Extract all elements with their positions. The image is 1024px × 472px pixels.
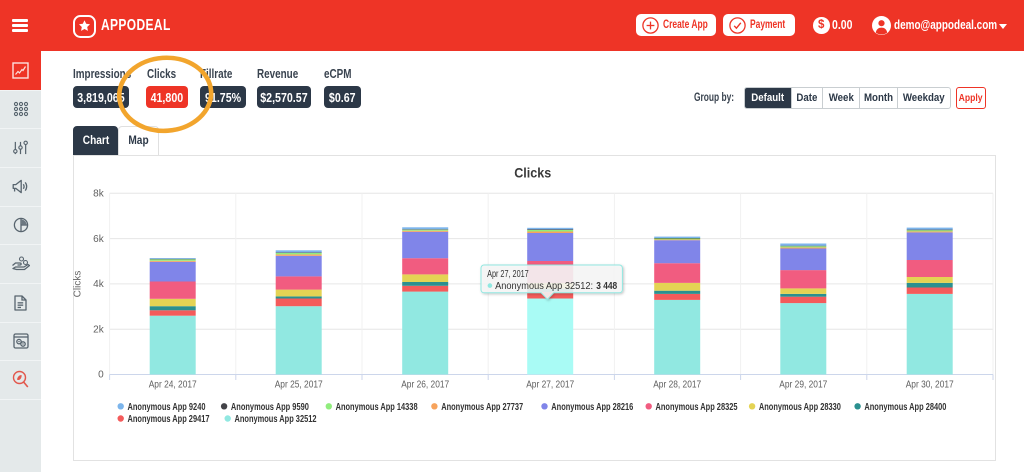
svg-text:Anonymous App 9590: Anonymous App 9590 <box>231 402 309 413</box>
svg-text:Apr 25, 2017: Apr 25, 2017 <box>275 380 323 391</box>
svg-text:4k: 4k <box>93 279 105 290</box>
svg-text:Anonymous App 28330: Anonymous App 28330 <box>759 402 841 413</box>
svg-text:Anonymous App 27737: Anonymous App 27737 <box>441 402 523 413</box>
svg-text:Anonymous App 29417: Anonymous App 29417 <box>128 414 210 425</box>
svg-text:Apr 28, 2017: Apr 28, 2017 <box>653 380 701 391</box>
svg-text:Anonymous App 28325: Anonymous App 28325 <box>656 402 738 413</box>
svg-text:6k: 6k <box>93 234 105 245</box>
svg-text:Anonymous App 32512:: Anonymous App 32512: <box>495 281 593 292</box>
svg-text:Apr 30, 2017: Apr 30, 2017 <box>906 380 954 391</box>
svg-text:8k: 8k <box>93 189 105 200</box>
svg-text:3 448: 3 448 <box>596 281 617 292</box>
svg-text:Apr 27, 2017: Apr 27, 2017 <box>526 380 574 391</box>
svg-text:Clicks: Clicks <box>514 165 551 181</box>
svg-text:2k: 2k <box>93 324 105 335</box>
svg-text:0: 0 <box>98 370 104 381</box>
svg-text:Clicks: Clicks <box>73 271 84 298</box>
svg-text:Anonymous App 28400: Anonymous App 28400 <box>865 402 947 413</box>
svg-text:Apr 29, 2017: Apr 29, 2017 <box>780 380 828 391</box>
svg-text:Anonymous App 28216: Anonymous App 28216 <box>552 402 634 413</box>
svg-text:Anonymous App 9240: Anonymous App 9240 <box>128 402 206 413</box>
svg-text:Apr 24, 2017: Apr 24, 2017 <box>149 380 197 391</box>
svg-text:Apr 26, 2017: Apr 26, 2017 <box>401 380 449 391</box>
svg-text:Anonymous App 32512: Anonymous App 32512 <box>235 414 317 425</box>
svg-text:Apr 27, 2017: Apr 27, 2017 <box>487 269 529 280</box>
svg-text:Anonymous App 14338: Anonymous App 14338 <box>336 402 418 413</box>
